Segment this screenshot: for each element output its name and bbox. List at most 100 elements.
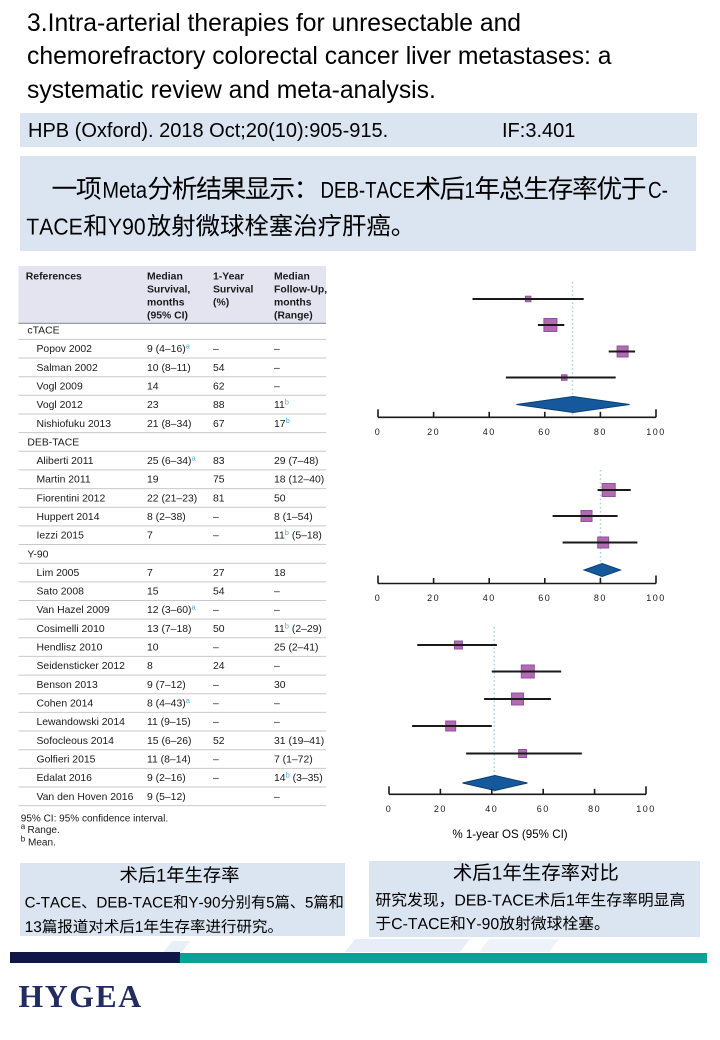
svg-text:11 (9–15): 11 (9–15) bbox=[147, 717, 191, 728]
svg-text:–: – bbox=[213, 717, 219, 728]
svg-text:months: months bbox=[147, 298, 185, 309]
svg-text:12 (3–60)a: 12 (3–60)a bbox=[147, 603, 196, 617]
svg-text:8 (1–54): 8 (1–54) bbox=[274, 512, 313, 523]
svg-text:References: References bbox=[26, 272, 82, 283]
svg-text:a: a bbox=[21, 822, 26, 831]
svg-text:–: – bbox=[213, 512, 219, 523]
svg-text:Y-90: Y-90 bbox=[27, 549, 48, 560]
svg-text:Seidensticker 2012: Seidensticker 2012 bbox=[37, 661, 126, 672]
svg-text:DEB-TACE: DEB-TACE bbox=[27, 437, 79, 448]
svg-text:21 (8–34): 21 (8–34) bbox=[147, 419, 191, 430]
svg-text:Aliberti 2011: Aliberti 2011 bbox=[37, 456, 94, 467]
svg-text:Salman 2002: Salman 2002 bbox=[37, 363, 98, 374]
svg-text:60: 60 bbox=[538, 593, 551, 603]
svg-text:(Range): (Range) bbox=[274, 311, 313, 322]
svg-text:52: 52 bbox=[213, 736, 225, 747]
svg-text:13 (7–18): 13 (7–18) bbox=[147, 624, 191, 635]
svg-text:Median: Median bbox=[147, 272, 183, 283]
svg-text:Huppert 2014: Huppert 2014 bbox=[37, 512, 100, 523]
svg-text:1-Year: 1-Year bbox=[213, 272, 244, 283]
svg-text:Lewandowski 2014: Lewandowski 2014 bbox=[37, 717, 126, 728]
svg-text:60: 60 bbox=[538, 427, 551, 437]
svg-text:Nishiofuku 2013: Nishiofuku 2013 bbox=[37, 419, 112, 430]
svg-text:–: – bbox=[274, 587, 280, 598]
svg-text:–: – bbox=[274, 605, 280, 616]
svg-text:Golfieri 2015: Golfieri 2015 bbox=[37, 755, 96, 766]
svg-text:83: 83 bbox=[213, 456, 225, 467]
svg-text:Vogl 2009: Vogl 2009 bbox=[37, 381, 83, 392]
svg-text:20: 20 bbox=[427, 593, 440, 603]
svg-text:30: 30 bbox=[274, 680, 286, 691]
svg-text:Van den Hoven 2016: Van den Hoven 2016 bbox=[37, 792, 134, 803]
svg-text:19: 19 bbox=[147, 475, 159, 486]
svg-text:20: 20 bbox=[434, 804, 447, 814]
svg-text:9 (4–16)a: 9 (4–16)a bbox=[147, 342, 191, 356]
svg-text:–: – bbox=[274, 381, 280, 392]
svg-text:100: 100 bbox=[636, 804, 656, 814]
svg-text:80: 80 bbox=[588, 804, 601, 814]
svg-text:18 (12–40): 18 (12–40) bbox=[274, 475, 324, 486]
svg-text:(%): (%) bbox=[213, 298, 229, 309]
svg-text:Median: Median bbox=[274, 272, 310, 283]
svg-text:Cohen 2014: Cohen 2014 bbox=[37, 699, 94, 710]
svg-text:20: 20 bbox=[427, 427, 440, 437]
svg-text:75: 75 bbox=[213, 475, 225, 486]
svg-text:–: – bbox=[274, 344, 280, 355]
svg-text:10 (8–11): 10 (8–11) bbox=[147, 363, 191, 374]
svg-text:11b (5–18): 11b (5–18) bbox=[274, 528, 322, 542]
svg-text:54: 54 bbox=[213, 363, 225, 374]
svg-text:50: 50 bbox=[274, 493, 286, 504]
svg-text:Survival,: Survival, bbox=[147, 285, 190, 296]
svg-text:% 1-year OS (95% CI): % 1-year OS (95% CI) bbox=[452, 828, 567, 841]
svg-text:8: 8 bbox=[147, 661, 153, 672]
svg-text:18: 18 bbox=[274, 568, 286, 579]
svg-text:25 (2–41): 25 (2–41) bbox=[274, 643, 318, 654]
svg-text:40: 40 bbox=[483, 427, 496, 437]
svg-text:Vogl 2012: Vogl 2012 bbox=[37, 400, 83, 411]
svg-text:9 (5–12): 9 (5–12) bbox=[147, 792, 186, 803]
svg-text:Range.: Range. bbox=[28, 825, 60, 836]
svg-text:–: – bbox=[274, 699, 280, 710]
svg-text:–: – bbox=[274, 717, 280, 728]
svg-text:62: 62 bbox=[213, 381, 225, 392]
svg-text:Sato 2008: Sato 2008 bbox=[37, 587, 85, 598]
svg-text:–: – bbox=[274, 363, 280, 374]
svg-text:–: – bbox=[213, 680, 219, 691]
svg-text:–: – bbox=[213, 605, 219, 616]
svg-text:17b: 17b bbox=[274, 416, 290, 430]
svg-text:Survival: Survival bbox=[213, 285, 254, 296]
svg-text:0: 0 bbox=[386, 804, 393, 814]
svg-text:40: 40 bbox=[483, 593, 496, 603]
svg-text:cTACE: cTACE bbox=[27, 326, 59, 337]
svg-text:(95% CI): (95% CI) bbox=[147, 311, 188, 322]
svg-text:Sofocleous 2014: Sofocleous 2014 bbox=[37, 736, 115, 747]
svg-text:81: 81 bbox=[213, 493, 225, 504]
svg-text:Iezzi 2015: Iezzi 2015 bbox=[37, 531, 85, 542]
svg-text:8 (4–43)a: 8 (4–43)a bbox=[147, 696, 191, 710]
svg-text:11b (2–29): 11b (2–29) bbox=[274, 621, 322, 635]
svg-text:24: 24 bbox=[213, 661, 225, 672]
svg-text:Popov 2002: Popov 2002 bbox=[37, 344, 93, 355]
svg-text:7: 7 bbox=[147, 568, 153, 579]
svg-text:Cosimelli 2010: Cosimelli 2010 bbox=[37, 624, 105, 635]
svg-text:–: – bbox=[213, 773, 219, 784]
svg-text:Follow-Up,: Follow-Up, bbox=[274, 285, 327, 296]
svg-text:15 (6–26): 15 (6–26) bbox=[147, 736, 191, 747]
svg-text:8 (2–38): 8 (2–38) bbox=[147, 512, 186, 523]
svg-text:–: – bbox=[213, 755, 219, 766]
svg-text:23: 23 bbox=[147, 400, 159, 411]
svg-text:b: b bbox=[21, 835, 26, 844]
svg-text:–: – bbox=[274, 661, 280, 672]
svg-text:–: – bbox=[213, 699, 219, 710]
svg-text:–: – bbox=[213, 531, 219, 542]
svg-text:100: 100 bbox=[646, 427, 666, 437]
svg-text:40: 40 bbox=[485, 804, 498, 814]
svg-text:Martin 2011: Martin 2011 bbox=[37, 475, 91, 486]
svg-text:27: 27 bbox=[213, 568, 225, 579]
svg-text:54: 54 bbox=[213, 587, 225, 598]
svg-text:Mean.: Mean. bbox=[28, 838, 56, 849]
svg-text:80: 80 bbox=[594, 593, 607, 603]
svg-text:months: months bbox=[274, 298, 312, 309]
svg-text:Edalat 2016: Edalat 2016 bbox=[37, 773, 93, 784]
svg-text:Benson 2013: Benson 2013 bbox=[37, 680, 98, 691]
